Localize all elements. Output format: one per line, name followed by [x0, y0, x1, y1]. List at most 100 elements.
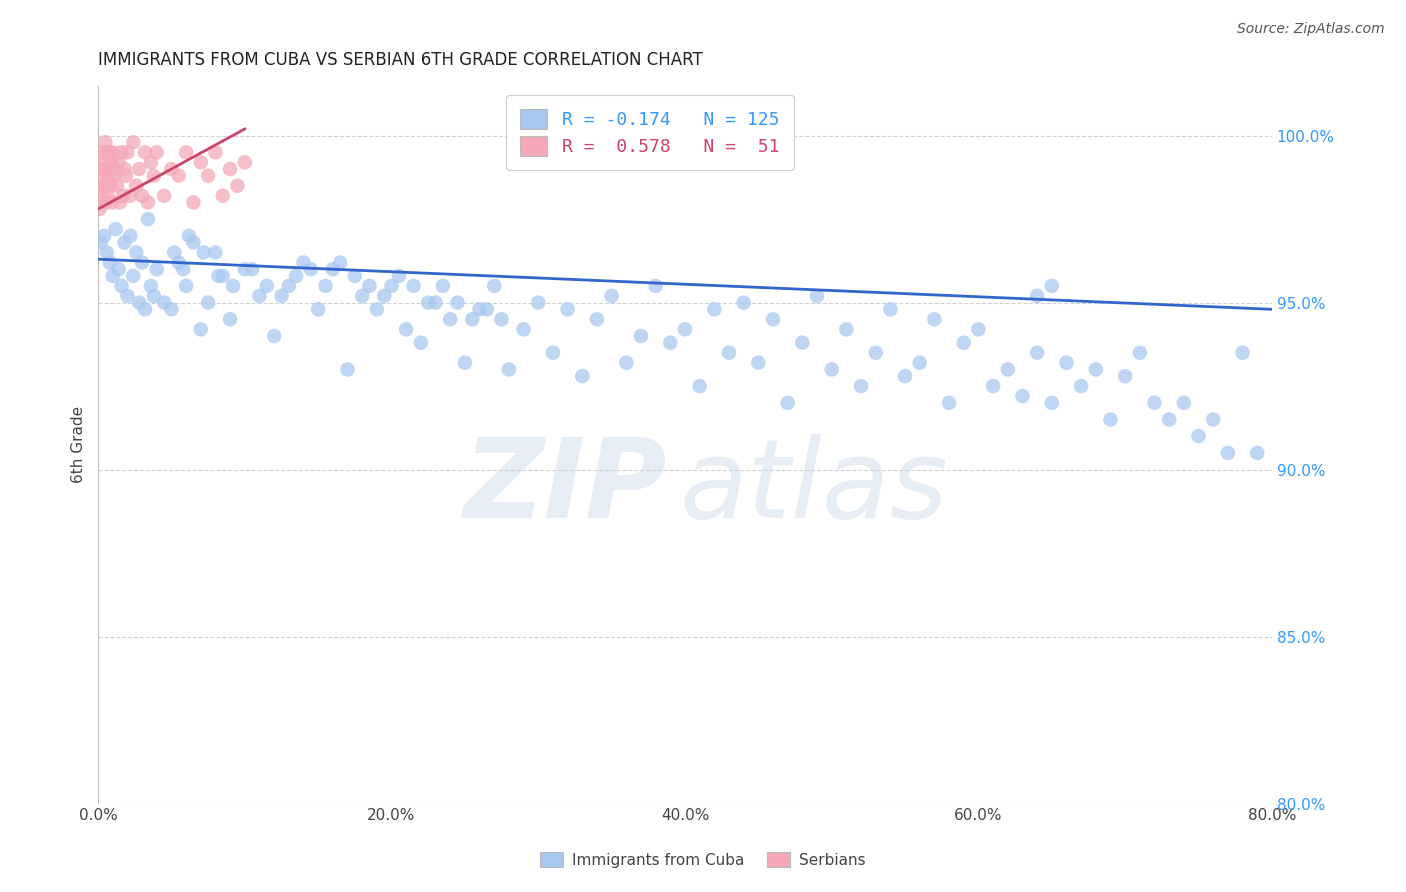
Point — [134, 302, 156, 317]
Point — [329, 255, 352, 269]
Point — [110, 279, 132, 293]
Point — [1011, 389, 1033, 403]
Point — [314, 279, 336, 293]
Point — [145, 262, 167, 277]
Point — [211, 268, 233, 283]
Point — [395, 322, 418, 336]
Point — [90, 161, 112, 176]
Point — [125, 178, 148, 193]
Point — [190, 155, 212, 169]
Point — [461, 312, 484, 326]
Point — [1114, 369, 1136, 384]
Point — [557, 302, 579, 317]
Point — [197, 169, 219, 183]
Point — [418, 295, 440, 310]
Point — [938, 396, 960, 410]
Point — [125, 245, 148, 260]
Point — [183, 195, 205, 210]
Point — [105, 178, 128, 193]
Point — [104, 161, 127, 176]
Point — [894, 369, 917, 384]
Point — [136, 212, 159, 227]
Point — [263, 329, 285, 343]
Point — [1040, 279, 1063, 293]
Point — [908, 356, 931, 370]
Point — [167, 169, 190, 183]
Point — [776, 396, 799, 410]
Point — [586, 312, 609, 326]
Point — [454, 356, 477, 370]
Point — [142, 169, 165, 183]
Point — [107, 155, 129, 169]
Point — [103, 169, 125, 183]
Point — [1099, 412, 1122, 426]
Point — [1173, 396, 1195, 410]
Point — [117, 145, 139, 160]
Point — [128, 295, 150, 310]
Point — [703, 302, 725, 317]
Point — [806, 289, 828, 303]
Point — [571, 369, 593, 384]
Point — [211, 188, 233, 202]
Point — [122, 136, 145, 150]
Point — [689, 379, 711, 393]
Point — [100, 178, 122, 193]
Point — [821, 362, 844, 376]
Point — [160, 161, 183, 176]
Point — [512, 322, 534, 336]
Point — [1187, 429, 1209, 443]
Point — [981, 379, 1004, 393]
Point — [134, 145, 156, 160]
Point — [343, 268, 366, 283]
Point — [388, 268, 411, 283]
Point — [100, 155, 122, 169]
Point — [90, 235, 112, 250]
Point — [1216, 446, 1239, 460]
Point — [204, 245, 226, 260]
Point — [101, 268, 124, 283]
Point — [104, 222, 127, 236]
Point — [1084, 362, 1107, 376]
Point — [1202, 412, 1225, 426]
Point — [997, 362, 1019, 376]
Point — [865, 345, 887, 359]
Point — [96, 245, 118, 260]
Point — [498, 362, 520, 376]
Point — [366, 302, 388, 317]
Point — [233, 262, 256, 277]
Point — [89, 202, 111, 216]
Point — [1070, 379, 1092, 393]
Point — [1232, 345, 1254, 359]
Point — [145, 145, 167, 160]
Point — [172, 262, 194, 277]
Point — [967, 322, 990, 336]
Point — [101, 195, 124, 210]
Point — [249, 289, 271, 303]
Point — [256, 279, 278, 293]
Text: IMMIGRANTS FROM CUBA VS SERBIAN 6TH GRADE CORRELATION CHART: IMMIGRANTS FROM CUBA VS SERBIAN 6TH GRAD… — [98, 51, 703, 69]
Point — [197, 295, 219, 310]
Point — [240, 262, 263, 277]
Point — [299, 262, 322, 277]
Text: atlas: atlas — [679, 434, 948, 541]
Point — [174, 145, 197, 160]
Point — [541, 345, 564, 359]
Point — [292, 255, 315, 269]
Point — [717, 345, 740, 359]
Point — [114, 161, 136, 176]
Point — [359, 279, 381, 293]
Point — [432, 279, 454, 293]
Point — [1056, 356, 1078, 370]
Point — [131, 255, 153, 269]
Point — [307, 302, 329, 317]
Point — [233, 155, 256, 169]
Point — [484, 279, 506, 293]
Point — [114, 235, 136, 250]
Legend: Immigrants from Cuba, Serbians: Immigrants from Cuba, Serbians — [533, 845, 873, 875]
Point — [352, 289, 374, 303]
Point — [835, 322, 858, 336]
Point — [115, 169, 138, 183]
Point — [97, 161, 120, 176]
Point — [167, 255, 190, 269]
Point — [322, 262, 344, 277]
